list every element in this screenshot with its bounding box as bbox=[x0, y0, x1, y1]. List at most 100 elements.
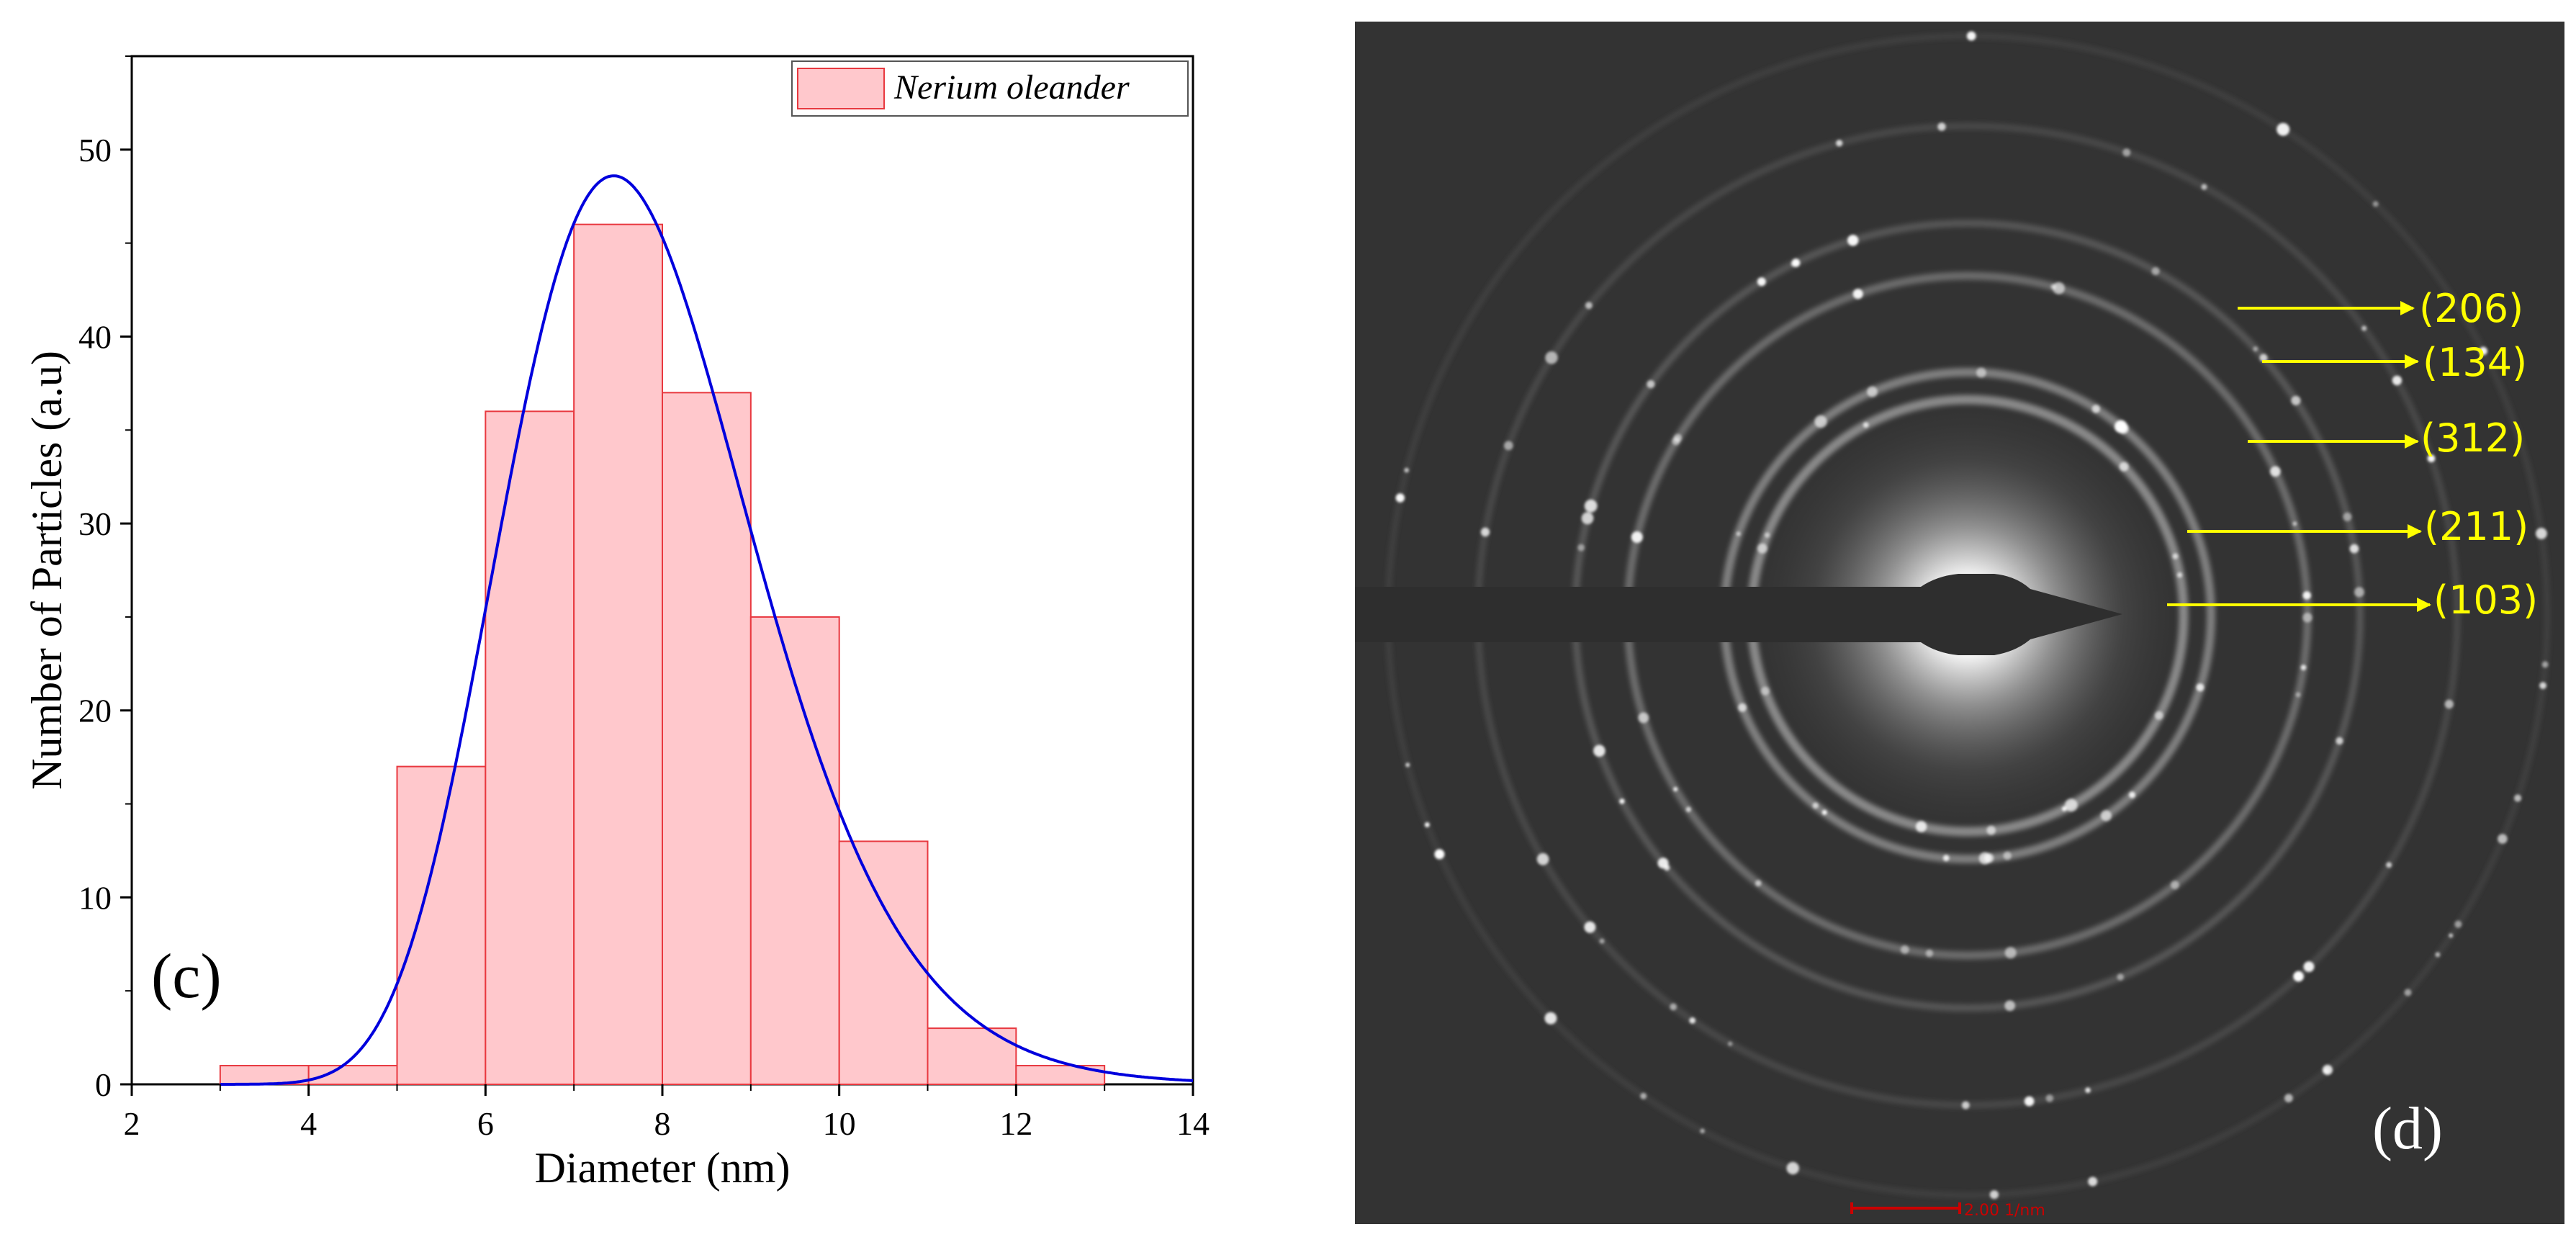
diffraction-spot bbox=[1812, 802, 1819, 809]
diffraction-spot bbox=[2300, 665, 2307, 670]
diffraction-spot bbox=[2053, 282, 2066, 294]
diffraction-spot bbox=[2303, 961, 2315, 972]
y-tick-label: 30 bbox=[78, 505, 112, 542]
diffraction-spot bbox=[2085, 1087, 2091, 1093]
y-tick-label: 10 bbox=[78, 879, 112, 916]
diffraction-spot bbox=[2284, 1094, 2293, 1103]
diffraction-spot bbox=[1764, 532, 1770, 538]
histogram-bar bbox=[485, 410, 575, 1085]
diffraction-spot bbox=[2302, 613, 2312, 623]
diffraction-spot bbox=[1631, 531, 1643, 543]
diffraction-spot bbox=[1577, 544, 1585, 552]
diffraction-spot bbox=[1581, 512, 1594, 525]
diffraction-spot bbox=[1670, 1003, 1677, 1011]
diffraction-spot bbox=[2003, 851, 2012, 860]
diffraction-spot bbox=[1545, 351, 1558, 364]
diffraction-spot bbox=[1544, 1012, 1557, 1025]
diffraction-spot bbox=[1638, 712, 1649, 724]
x-axis-ticks: 2 4 6 8 10 12 14 bbox=[124, 1084, 1210, 1142]
diffraction-spot bbox=[1814, 415, 1827, 428]
diffraction-spot bbox=[2154, 711, 2163, 720]
diffraction-spot bbox=[2541, 661, 2549, 668]
lognormal-fit-curve bbox=[220, 174, 1194, 1086]
diffraction-spot bbox=[1976, 367, 1986, 378]
diffraction-spot bbox=[2444, 699, 2454, 709]
diffraction-spot bbox=[2449, 933, 2454, 938]
diffraction-spot bbox=[1404, 467, 1409, 473]
y-axis-ticks: 0 10 20 30 40 50 bbox=[78, 55, 132, 1103]
diffraction-spot bbox=[2176, 572, 2183, 578]
x-tick-label: 4 bbox=[300, 1105, 317, 1142]
diffraction-spot bbox=[2091, 405, 2100, 413]
diffraction-spot bbox=[1915, 821, 1927, 832]
diffraction-spot bbox=[2302, 591, 2311, 600]
diffraction-spot bbox=[2170, 881, 2179, 890]
diffraction-spot bbox=[1503, 441, 1513, 451]
ring-label-206: (206) bbox=[2419, 286, 2523, 331]
histogram-bar bbox=[662, 392, 752, 1085]
histogram-bar bbox=[573, 223, 664, 1085]
diffraction-spot bbox=[1689, 1017, 1696, 1024]
x-tick-label: 6 bbox=[477, 1105, 494, 1142]
histogram-bar bbox=[396, 765, 487, 1085]
diffraction-spot bbox=[2514, 794, 2522, 802]
diffraction-spot bbox=[1852, 289, 1863, 300]
diffraction-spot bbox=[2292, 521, 2297, 526]
diffraction-spot bbox=[2045, 1094, 2054, 1102]
diffraction-spot bbox=[1961, 1101, 1970, 1110]
diffraction-spot bbox=[1647, 380, 1655, 389]
diffraction-spot bbox=[2088, 1176, 2098, 1187]
diffraction-spot bbox=[2291, 395, 2301, 405]
x-axis-label: Diameter (nm) bbox=[535, 1144, 791, 1192]
x-tick-label: 8 bbox=[654, 1105, 671, 1142]
diffraction-spot bbox=[1786, 1161, 1799, 1175]
diffraction-spot bbox=[2100, 810, 2112, 822]
x-tick-label: 14 bbox=[1176, 1105, 1210, 1142]
diffraction-spot bbox=[2343, 512, 2352, 521]
diffraction-spot bbox=[1536, 852, 1549, 865]
diffraction-spot bbox=[1685, 806, 1691, 812]
y-axis-label: Number of Particles (a.u) bbox=[23, 351, 71, 790]
panel-label-d: (d) bbox=[2372, 1095, 2443, 1162]
diffraction-spot bbox=[2122, 148, 2131, 157]
diffraction-spot bbox=[1836, 140, 1843, 147]
ring-index-arrows bbox=[2167, 301, 2431, 612]
diffraction-spot bbox=[2454, 920, 2462, 928]
legend: Nerium oleander bbox=[791, 60, 1189, 117]
diffraction-spot bbox=[1640, 1092, 1647, 1099]
diffraction-spot bbox=[2539, 682, 2547, 690]
diffraction-spot bbox=[1599, 938, 1605, 944]
diffraction-spot bbox=[2293, 971, 2304, 982]
diffraction-spot bbox=[2201, 184, 2207, 190]
scale-bar-label: 2.00 1/nm bbox=[1964, 1202, 2045, 1220]
diffraction-spot bbox=[1900, 945, 1909, 954]
diffraction-spot bbox=[2117, 973, 2124, 981]
diffraction-spot bbox=[2004, 1000, 2016, 1012]
diffraction-spot bbox=[1867, 386, 1878, 397]
diffraction-spot bbox=[1738, 703, 1747, 712]
diffraction-spot bbox=[2336, 737, 2343, 745]
diffraction-spot bbox=[1760, 686, 1770, 696]
diffraction-spot bbox=[1395, 493, 1405, 503]
diffraction-spot bbox=[2435, 952, 2441, 958]
diffraction-spot bbox=[1585, 302, 1593, 310]
diffraction-spot bbox=[1989, 1190, 1999, 1200]
diffraction-spot bbox=[2172, 553, 2179, 559]
diffraction-spot bbox=[2259, 354, 2268, 362]
diffraction-spot bbox=[2117, 423, 2129, 434]
diffraction-spot bbox=[2004, 947, 2017, 959]
diffraction-spot bbox=[2349, 544, 2359, 554]
diffraction-spot bbox=[1937, 122, 1946, 131]
diffraction-spot bbox=[2392, 375, 2402, 386]
diffraction-spot bbox=[1434, 849, 1445, 860]
diffraction-spot bbox=[1757, 543, 1767, 554]
legend-label: Nerium oleander bbox=[893, 68, 1130, 107]
diffraction-spot bbox=[2323, 1068, 2329, 1074]
panel-label-c: (c) bbox=[151, 942, 222, 1012]
diffraction-spot bbox=[2065, 798, 2078, 812]
x-tick-label: 12 bbox=[999, 1105, 1032, 1142]
histogram-panel: 2 4 6 8 10 12 14 0 10 20 30 40 50 Diameter (nm) Num… bbox=[23, 55, 1210, 1192]
x-tick-label: 2 bbox=[124, 1105, 140, 1142]
ring-label-103: (103) bbox=[2433, 577, 2538, 623]
